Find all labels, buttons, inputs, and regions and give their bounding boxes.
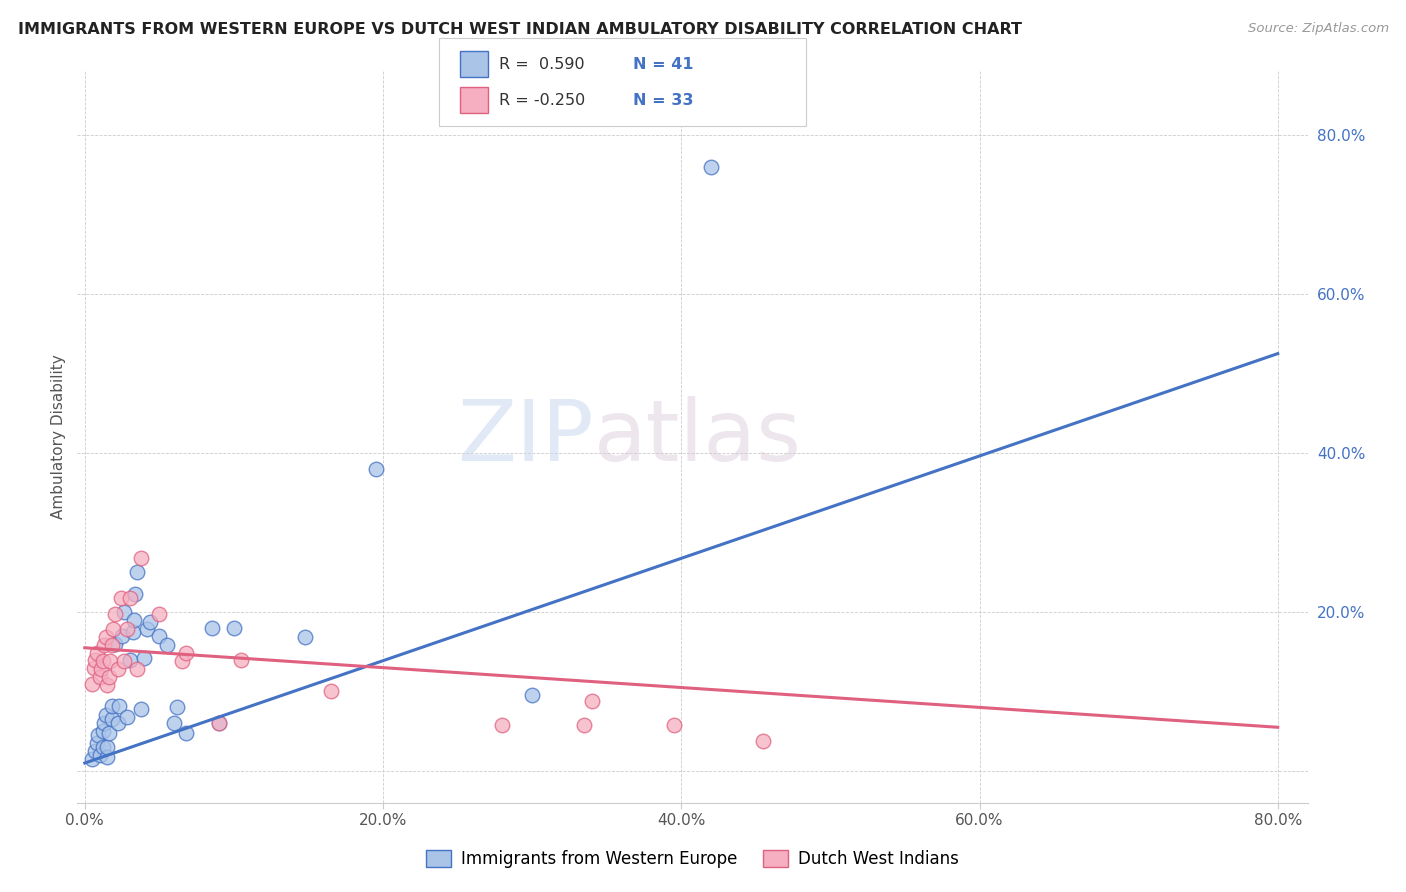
- Point: [104, 637, 127, 651]
- Point: [208, 716, 231, 731]
- Point: [125, 662, 148, 676]
- Point: [86, 736, 108, 750]
- Point: [125, 566, 148, 580]
- Point: [91, 724, 114, 739]
- Text: R = -0.250: R = -0.250: [499, 93, 585, 108]
- Point: [107, 716, 129, 731]
- Point: [82, 676, 104, 690]
- Point: [662, 718, 685, 732]
- Point: [520, 689, 543, 703]
- Point: [136, 623, 159, 637]
- Point: [94, 708, 117, 723]
- Point: [93, 639, 115, 653]
- Point: [115, 623, 138, 637]
- Point: [82, 752, 104, 766]
- Point: [96, 749, 118, 764]
- Point: [124, 587, 146, 601]
- Text: Source: ZipAtlas.com: Source: ZipAtlas.com: [1249, 22, 1389, 36]
- Point: [97, 670, 120, 684]
- Point: [89, 748, 111, 763]
- Point: [94, 631, 117, 645]
- Text: N = 33: N = 33: [633, 93, 693, 108]
- Point: [90, 662, 112, 676]
- Point: [110, 591, 132, 605]
- Point: [166, 700, 188, 714]
- Point: [100, 712, 122, 726]
- Point: [100, 698, 122, 713]
- Point: [231, 653, 253, 667]
- Point: [112, 605, 135, 619]
- Point: [111, 629, 134, 643]
- Point: [134, 651, 156, 665]
- Point: [131, 702, 153, 716]
- Point: [148, 607, 170, 621]
- Point: [115, 710, 138, 724]
- Point: [364, 462, 387, 476]
- Text: R =  0.590: R = 0.590: [499, 56, 585, 71]
- Point: [156, 639, 179, 653]
- Point: [174, 646, 197, 660]
- Point: [91, 654, 114, 668]
- Point: [96, 740, 118, 755]
- Point: [294, 631, 316, 645]
- Point: [122, 613, 145, 627]
- Point: [118, 591, 141, 605]
- Point: [700, 160, 723, 174]
- Point: [100, 639, 122, 653]
- Point: [170, 654, 193, 668]
- Point: [148, 629, 170, 643]
- Point: [581, 694, 603, 708]
- Point: [101, 623, 124, 637]
- Point: [91, 740, 114, 755]
- Point: [107, 662, 129, 676]
- Point: [131, 550, 153, 565]
- Point: [84, 653, 107, 667]
- Point: [89, 670, 111, 684]
- Point: [752, 733, 775, 747]
- Point: [200, 621, 222, 635]
- Point: [319, 684, 342, 698]
- Point: [104, 607, 127, 621]
- Point: [491, 718, 513, 732]
- Text: ZIP: ZIP: [457, 395, 595, 479]
- Text: N = 41: N = 41: [633, 56, 693, 71]
- Point: [97, 726, 120, 740]
- Point: [108, 698, 131, 713]
- Point: [574, 718, 596, 732]
- Text: IMMIGRANTS FROM WESTERN EUROPE VS DUTCH WEST INDIAN AMBULATORY DISABILITY CORREL: IMMIGRANTS FROM WESTERN EUROPE VS DUTCH …: [18, 22, 1022, 37]
- Y-axis label: Ambulatory Disability: Ambulatory Disability: [51, 355, 66, 519]
- Point: [139, 615, 162, 629]
- Text: atlas: atlas: [595, 395, 801, 479]
- Point: [121, 624, 143, 639]
- Point: [112, 654, 135, 668]
- Point: [83, 660, 105, 674]
- Point: [222, 621, 245, 635]
- Point: [86, 646, 108, 660]
- Point: [84, 744, 107, 758]
- Point: [174, 726, 197, 740]
- Point: [87, 728, 110, 742]
- Point: [208, 716, 231, 731]
- Point: [98, 654, 121, 668]
- Point: [93, 716, 115, 731]
- Point: [118, 653, 141, 667]
- Legend: Immigrants from Western Europe, Dutch West Indians: Immigrants from Western Europe, Dutch We…: [419, 844, 966, 875]
- Point: [163, 716, 186, 731]
- Point: [96, 678, 118, 692]
